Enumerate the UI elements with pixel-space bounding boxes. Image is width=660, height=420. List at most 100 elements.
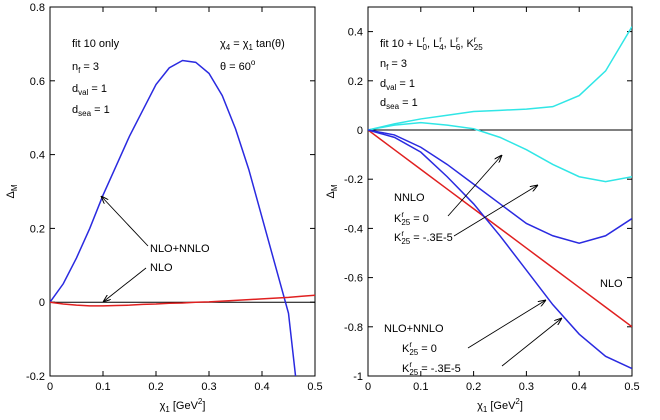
annotation-part: , K: [460, 38, 474, 50]
x-axis-label-part: χ: [477, 400, 483, 412]
series-line: [368, 121, 632, 183]
annotation: NNLO: [394, 192, 425, 204]
annotation-part: K: [394, 213, 402, 225]
y-tick-label: 0.8: [30, 2, 45, 14]
y-tick-label: 0.2: [348, 76, 363, 88]
annotation-part: , L: [444, 38, 456, 50]
plot-frame: [49, 6, 316, 377]
x-tick-label: 0.1: [95, 381, 110, 393]
y-axis-label-part: Δ: [325, 191, 337, 199]
annotation-part: tan(θ): [253, 38, 285, 50]
y-tick-label: 0: [39, 297, 45, 309]
y-tick-label: -1: [353, 371, 363, 383]
annotation-part: n: [72, 61, 78, 73]
annotation-part: r: [423, 35, 426, 44]
annotation-part: 4: [439, 43, 444, 52]
arrow: [453, 185, 538, 237]
x-tick-label: 0: [365, 381, 371, 393]
series-line: [50, 59, 297, 376]
annotation: dval = 1: [72, 83, 107, 97]
series-line: [368, 26, 632, 131]
annotation-part: sea: [78, 109, 91, 118]
y-tick-label: -0.2: [344, 174, 363, 186]
annotation-part: r: [474, 35, 477, 44]
annotation: θ = 60o: [220, 58, 256, 73]
annotation-part: 25: [401, 218, 410, 227]
annotation-part: r: [456, 35, 459, 44]
y-axis-label: ΔM: [325, 184, 339, 198]
x-tick-label: 0: [47, 381, 53, 393]
x-axis-label-part: 2: [198, 397, 203, 406]
annotation-part: = 0: [410, 213, 429, 225]
annotation-part: 25: [409, 368, 418, 377]
series-line: [368, 129, 632, 370]
annotation-part: 4: [226, 43, 231, 52]
annotation: nf = 3: [380, 58, 407, 72]
annotation: dsea = 1: [72, 104, 110, 118]
arrow: [103, 267, 147, 302]
x-axis-label-part: 2: [515, 397, 520, 406]
annotation: χ4 = χ1 tan(θ): [220, 38, 285, 52]
annotation-part: = -.3E-5: [410, 232, 453, 244]
annotation: Kr 25 = -.3E-5: [394, 229, 453, 246]
annotation-part: NNLO: [394, 192, 425, 204]
x-tick-label: 0.4: [254, 381, 269, 393]
annotation: nf = 3: [72, 61, 99, 75]
annotation-part: r: [401, 229, 404, 238]
x-tick-label: 0.5: [624, 381, 639, 393]
annotation-part: val: [386, 83, 396, 92]
annotation: NLO: [150, 262, 173, 274]
annotation-part: n: [380, 58, 386, 70]
y-tick-label: 0: [357, 125, 363, 137]
y-tick-label: 0.6: [30, 76, 45, 88]
annotation-part: NLO+NNLO: [384, 323, 444, 335]
annotation-part: NLO+NNLO: [150, 243, 210, 255]
annotation: NLO+NNLO: [150, 243, 210, 255]
annotation-part: 25: [401, 237, 410, 246]
annotation-part: d: [380, 97, 386, 109]
annotation-part: fit 10 + L: [380, 38, 423, 50]
y-tick-label: -0.6: [344, 273, 363, 285]
annotation-part: NLO: [600, 278, 623, 290]
x-tick-label: 0.5: [307, 381, 322, 393]
x-tick-label: 0.2: [148, 381, 163, 393]
annotation: fit 10 only: [72, 38, 120, 50]
annotation-part: f: [386, 63, 389, 72]
annotation-part: f: [78, 66, 81, 75]
annotation-part: 6: [456, 43, 461, 52]
annotation: NLO: [600, 278, 623, 290]
x-axis-label-part: ]: [202, 400, 205, 412]
x-axis-label-part: 1: [165, 405, 170, 414]
x-axis-label-part: [GeV: [170, 400, 199, 412]
annotation-part: = 1: [91, 104, 110, 116]
annotation-part: d: [72, 104, 78, 116]
annotation: Kr 25 = 0: [402, 340, 437, 357]
x-tick-label: 0.4: [572, 381, 587, 393]
x-axis-label-part: ]: [520, 400, 523, 412]
y-tick-label: 0.4: [30, 150, 45, 162]
x-axis-label-part: 1: [483, 405, 488, 414]
y-axis-label: ΔM: [5, 184, 19, 198]
annotation-part: = 1: [396, 78, 415, 90]
annotation-part: sea: [386, 102, 399, 111]
y-axis-label-part: Δ: [5, 191, 17, 199]
annotation-part: = χ: [230, 38, 249, 50]
series-line: [368, 129, 632, 328]
y-tick-label: 0.4: [348, 27, 363, 39]
y-tick-label: 0.2: [30, 223, 45, 235]
y-tick-label: -0.2: [26, 371, 45, 383]
annotation-part: θ = 60: [220, 61, 251, 73]
annotation-part: = 0: [418, 343, 437, 355]
x-axis-label: χ1 [GeV2]: [160, 397, 206, 414]
x-axis-label: χ1 [GeV2]: [477, 397, 523, 414]
annotation-part: d: [72, 83, 78, 95]
annotation-part: χ: [220, 38, 226, 50]
arrow: [101, 196, 149, 247]
annotation-part: K: [402, 343, 410, 355]
annotation-part: 25: [474, 43, 483, 52]
annotation-part: r: [409, 360, 412, 369]
annotation: Kr 25 = -.3E-5: [402, 360, 461, 377]
annotation-part: fit 10 only: [72, 38, 120, 50]
arrow: [501, 318, 562, 367]
